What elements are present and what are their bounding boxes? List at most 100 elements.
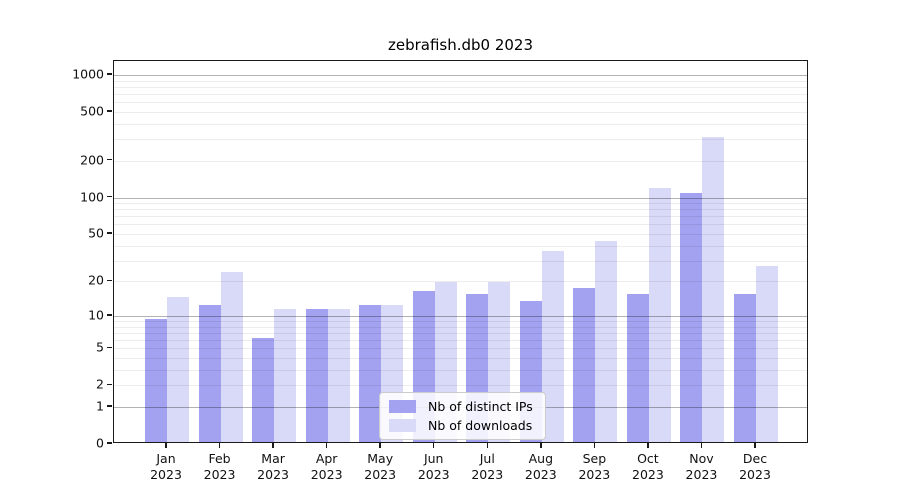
bar-downloads-jan [167, 297, 189, 442]
x-tick-month: Nov [689, 451, 714, 466]
y-tick-mark [107, 279, 112, 282]
bar-distinct-ips-sep [573, 287, 596, 442]
x-tick-month: Jul [479, 451, 495, 466]
y-tick-label: 50 [88, 225, 104, 241]
x-tick-label: Aug 2023 [511, 451, 571, 483]
x-tick-year: 2023 [578, 467, 611, 482]
x-tick-mark [433, 443, 435, 448]
bar-distinct-ips-nov [680, 192, 703, 442]
legend-row: Nb of distinct IPs [389, 399, 533, 414]
x-tick-mark [486, 443, 488, 448]
minor-gridline [114, 260, 807, 262]
y-tick-label: 1 [96, 398, 104, 414]
x-tick-year: 2023 [471, 467, 504, 482]
bar-downloads-feb [220, 272, 243, 442]
x-tick-year: 2023 [685, 467, 718, 482]
minor-gridline [114, 203, 807, 205]
bar-downloads-apr [327, 309, 350, 442]
y-tick-label: 10 [88, 307, 104, 323]
y-tick-mark [107, 195, 112, 198]
minor-gridline [114, 340, 807, 342]
y-tick-label: 2 [96, 376, 104, 392]
y-tick-mark [107, 314, 112, 316]
x-tick-mark [593, 443, 596, 448]
major-gridline [114, 75, 807, 76]
minor-gridline [114, 224, 807, 226]
x-tick-year: 2023 [150, 467, 182, 482]
y-tick-label: 1000 [72, 66, 104, 82]
minor-gridline [114, 216, 807, 218]
bar-distinct-ips-dec [734, 293, 756, 442]
x-tick-year: 2023 [417, 467, 450, 482]
minor-gridline [114, 348, 807, 350]
x-tick-year: 2023 [364, 467, 397, 482]
minor-gridline [114, 111, 807, 113]
x-tick-year: 2023 [739, 467, 771, 482]
minor-gridline [114, 123, 807, 125]
x-tick-label: Jun 2023 [404, 451, 464, 483]
x-tick-month: Mar [261, 451, 285, 466]
major-gridline [114, 315, 807, 317]
bar-distinct-ips-feb [198, 305, 221, 442]
minor-gridline [114, 281, 807, 283]
minor-gridline [114, 326, 807, 328]
minor-gridline [114, 245, 807, 247]
bar-distinct-ips-apr [305, 309, 328, 442]
y-tick-mark [107, 73, 112, 75]
minor-gridline [114, 233, 807, 235]
y-tick-mark [107, 232, 112, 234]
y-tick-mark [107, 110, 112, 112]
x-tick-month: Sep [582, 451, 607, 466]
y-tick-mark [107, 442, 112, 444]
minor-gridline [114, 369, 807, 371]
x-tick-mark [647, 443, 649, 448]
x-tick-month: Oct [637, 451, 659, 466]
y-tick-label: 0 [96, 435, 104, 451]
bar-distinct-ips-jan [145, 319, 167, 442]
y-tick-mark [107, 159, 112, 161]
x-tick-year: 2023 [257, 467, 289, 482]
y-tick-mark [107, 383, 112, 385]
x-tick-label: Apr 2023 [297, 451, 357, 483]
x-tick-year: 2023 [632, 467, 664, 482]
x-tick-mark [165, 443, 167, 448]
x-tick-label: Nov 2023 [671, 451, 731, 483]
bar-downloads-oct [648, 188, 671, 442]
minor-gridline [114, 86, 807, 88]
y-tick-label: 200 [80, 152, 104, 168]
minor-gridline [114, 160, 807, 162]
major-gridline [114, 197, 807, 199]
chart-title: zebrafish.db0 2023 [387, 36, 534, 54]
x-tick-month: Jun [423, 451, 444, 466]
y-tick-label: 5 [96, 339, 104, 355]
x-tick-label: Jan 2023 [136, 451, 196, 483]
bar-downloads-mar [274, 309, 297, 442]
legend-label: Nb of distinct IPs [428, 399, 533, 414]
bar-downloads-dec [756, 265, 778, 442]
minor-gridline [114, 139, 807, 141]
minor-gridline [114, 321, 807, 323]
x-tick-mark [272, 443, 274, 448]
y-tick-label: 500 [80, 103, 104, 119]
y-tick-label: 100 [80, 189, 104, 204]
x-tick-month: Apr [315, 451, 338, 466]
x-tick-mark [218, 443, 221, 448]
x-tick-year: 2023 [524, 467, 557, 482]
minor-gridline [114, 332, 807, 334]
minor-gridline [114, 102, 807, 104]
legend-row: Nb of downloads [389, 418, 533, 433]
bar-distinct-ips-mar [252, 338, 275, 442]
x-tick-month: Jan [156, 451, 176, 466]
x-tick-label: Jul 2023 [457, 451, 517, 483]
y-tick-mark [107, 346, 112, 348]
x-tick-mark [754, 443, 756, 448]
x-tick-label: Mar 2023 [243, 451, 303, 483]
minor-gridline [114, 80, 807, 82]
minor-gridline [114, 358, 807, 360]
plot-area: Nb of distinct IPs Nb of downloads [113, 60, 808, 443]
x-tick-month: Dec [742, 451, 768, 466]
bar-distinct-ips-may [359, 305, 382, 442]
y-tick-label: 20 [88, 272, 104, 288]
x-tick-label: Oct 2023 [618, 451, 678, 483]
